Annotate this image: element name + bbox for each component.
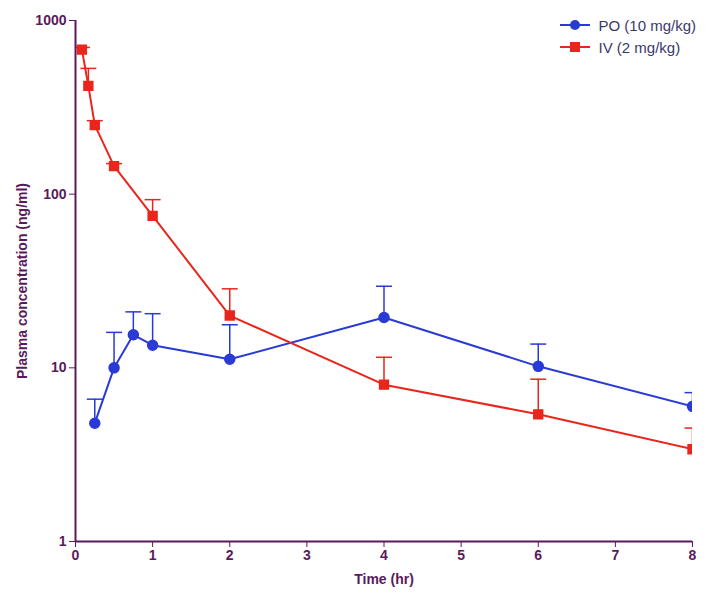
svg-text:4: 4 [380, 547, 388, 563]
svg-text:8: 8 [689, 547, 697, 563]
svg-text:1000: 1000 [35, 12, 66, 28]
svg-text:100: 100 [43, 186, 67, 202]
svg-text:7: 7 [611, 547, 619, 563]
svg-text:0: 0 [72, 547, 80, 563]
html-text:PO (10 mg/kg): PO (10 mg/kg) [598, 16, 696, 34]
svg-text:Time (hr): Time (hr) [354, 571, 414, 587]
svg-text:3: 3 [303, 547, 311, 563]
svg-text:5: 5 [457, 547, 465, 563]
html-text:IV (2 mg/kg): IV (2 mg/kg) [598, 38, 681, 56]
svg-text:10: 10 [51, 359, 67, 375]
svg-text:1: 1 [149, 547, 157, 563]
svg-text:Plasma concentration (ng/ml): Plasma concentration (ng/ml) [14, 183, 30, 379]
svg-text:6: 6 [534, 547, 542, 563]
svg-text:2: 2 [226, 547, 234, 563]
svg-text:1: 1 [59, 533, 67, 549]
